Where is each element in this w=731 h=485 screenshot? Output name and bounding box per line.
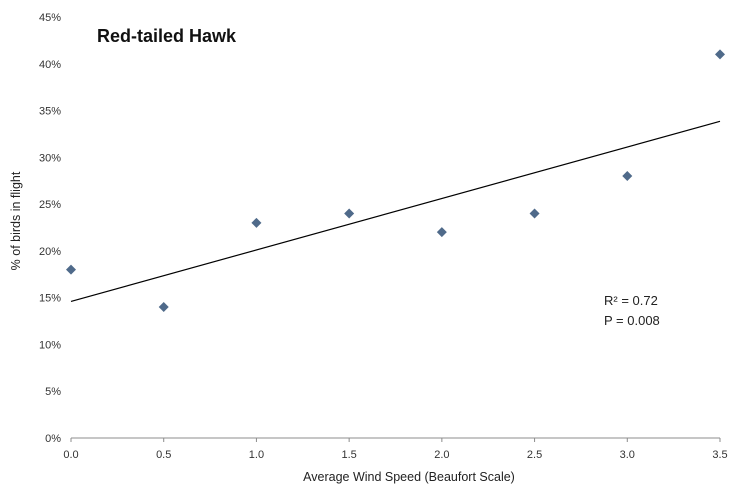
p-value-annotation: P = 0.008 xyxy=(604,313,660,328)
y-axis-ticks: 0% 5% 10% 15% 20% 25% 30% 35% 40% 45% xyxy=(39,12,61,445)
x-axis-title: Average Wind Speed (Beaufort Scale) xyxy=(303,470,515,484)
x-tick-label: 0.0 xyxy=(63,449,78,461)
y-axis-title: % of birds in flight xyxy=(9,171,23,270)
data-points xyxy=(66,49,725,313)
y-tick-label: 45% xyxy=(39,12,61,24)
y-tick-label: 0% xyxy=(45,433,61,445)
x-tick-label: 1.5 xyxy=(341,449,356,461)
data-point xyxy=(622,171,633,182)
data-point xyxy=(158,302,169,313)
r-squared-annotation: R² = 0.72 xyxy=(604,293,658,308)
x-tick-label: 2.0 xyxy=(434,449,449,461)
x-axis-ticks: 0.0 0.5 1.0 1.5 2.0 2.5 3.0 3.5 xyxy=(63,438,728,461)
trendline xyxy=(70,120,721,302)
y-tick-label: 35% xyxy=(39,106,61,118)
data-point xyxy=(436,227,447,238)
y-tick-label: 10% xyxy=(39,339,61,351)
y-tick-label: 15% xyxy=(39,293,61,305)
data-point xyxy=(66,264,76,275)
data-point xyxy=(529,208,540,219)
y-tick-label: 25% xyxy=(39,199,61,211)
x-tick-label: 0.5 xyxy=(156,449,171,461)
x-tick-label: 3.0 xyxy=(620,449,635,461)
data-point xyxy=(344,208,355,219)
y-tick-label: 20% xyxy=(39,246,61,258)
y-tick-label: 30% xyxy=(39,152,61,164)
x-tick-label: 1.0 xyxy=(249,449,264,461)
x-tick-label: 2.5 xyxy=(527,449,542,461)
data-point xyxy=(251,217,262,228)
y-tick-label: 40% xyxy=(39,59,61,71)
y-tick-label: 5% xyxy=(45,386,61,398)
x-tick-label: 3.5 xyxy=(712,449,727,461)
chart-title: Red-tailed Hawk xyxy=(97,26,237,46)
data-point xyxy=(715,49,725,60)
